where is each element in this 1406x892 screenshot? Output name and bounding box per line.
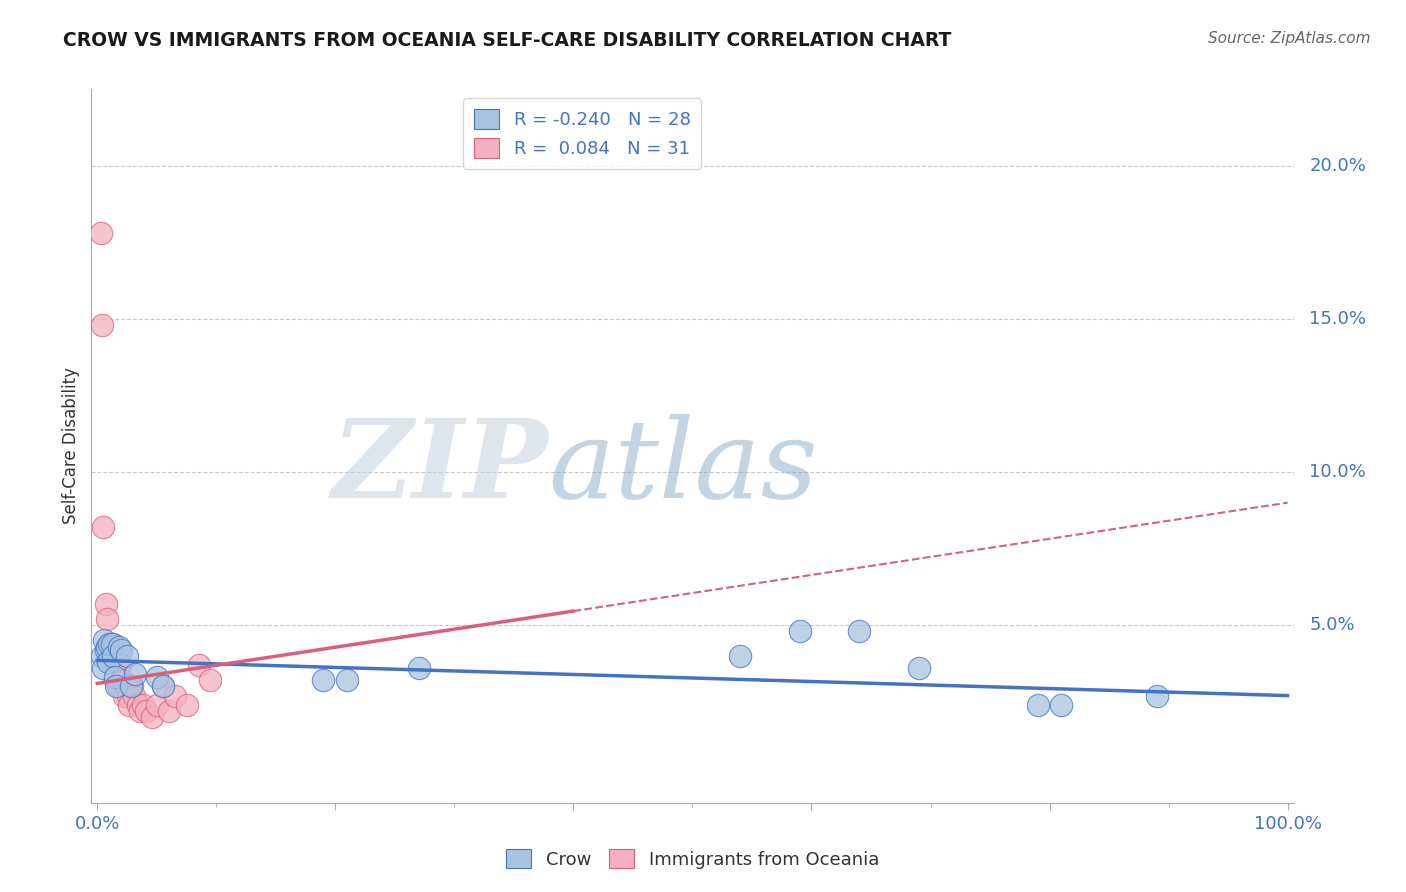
Point bbox=[96, 612, 118, 626]
Point bbox=[108, 657, 131, 672]
Point bbox=[122, 689, 145, 703]
Legend: Crow, Immigrants from Oceania: Crow, Immigrants from Oceania bbox=[499, 841, 886, 876]
Point bbox=[124, 667, 146, 681]
Point bbox=[200, 673, 222, 688]
Point bbox=[107, 680, 129, 694]
Point bbox=[1026, 698, 1049, 712]
Text: CROW VS IMMIGRANTS FROM OCEANIA SELF-CARE DISABILITY CORRELATION CHART: CROW VS IMMIGRANTS FROM OCEANIA SELF-CAR… bbox=[63, 31, 952, 50]
Point bbox=[103, 657, 125, 672]
Point bbox=[118, 698, 141, 712]
Point bbox=[104, 673, 127, 688]
Point bbox=[94, 597, 117, 611]
Point bbox=[146, 670, 169, 684]
Point bbox=[176, 698, 198, 712]
Point bbox=[110, 642, 132, 657]
Point bbox=[105, 680, 128, 694]
Point bbox=[97, 655, 120, 669]
Point bbox=[98, 636, 121, 650]
Point bbox=[848, 624, 870, 639]
Point bbox=[187, 657, 209, 672]
Point bbox=[91, 661, 114, 675]
Point bbox=[91, 520, 114, 534]
Point bbox=[163, 689, 186, 703]
Point bbox=[111, 673, 134, 688]
Point bbox=[115, 648, 138, 663]
Point bbox=[90, 226, 112, 240]
Point bbox=[101, 648, 124, 663]
Point bbox=[336, 673, 359, 688]
Point bbox=[141, 710, 163, 724]
Point bbox=[100, 636, 122, 650]
Point bbox=[312, 673, 335, 688]
Point bbox=[121, 680, 143, 694]
Point bbox=[408, 661, 430, 675]
Y-axis label: Self-Care Disability: Self-Care Disability bbox=[62, 368, 80, 524]
Text: 20.0%: 20.0% bbox=[1309, 157, 1367, 175]
Point bbox=[1146, 689, 1168, 703]
Point bbox=[120, 680, 142, 694]
Point bbox=[131, 698, 153, 712]
Point bbox=[112, 689, 135, 703]
Point bbox=[728, 648, 751, 663]
Point bbox=[93, 633, 115, 648]
Point bbox=[104, 670, 127, 684]
Point bbox=[107, 640, 129, 654]
Point bbox=[96, 640, 118, 654]
Point bbox=[101, 636, 124, 650]
Point bbox=[91, 318, 114, 332]
Point bbox=[152, 680, 174, 694]
Point bbox=[97, 648, 120, 663]
Point bbox=[152, 680, 174, 694]
Text: 5.0%: 5.0% bbox=[1309, 616, 1355, 634]
Point bbox=[1050, 698, 1073, 712]
Point bbox=[146, 698, 169, 712]
Text: atlas: atlas bbox=[548, 414, 818, 521]
Point bbox=[157, 704, 180, 718]
Point bbox=[135, 704, 157, 718]
Point bbox=[907, 661, 929, 675]
Text: 15.0%: 15.0% bbox=[1309, 310, 1367, 328]
Text: 10.0%: 10.0% bbox=[1309, 463, 1365, 481]
Point bbox=[115, 680, 138, 694]
Text: Source: ZipAtlas.com: Source: ZipAtlas.com bbox=[1208, 31, 1371, 46]
Point bbox=[94, 642, 117, 657]
Point bbox=[789, 624, 811, 639]
Point bbox=[117, 689, 139, 703]
Point bbox=[127, 698, 149, 712]
Text: ZIP: ZIP bbox=[332, 414, 548, 521]
Point bbox=[91, 648, 114, 663]
Point bbox=[129, 704, 152, 718]
Point bbox=[100, 636, 122, 650]
